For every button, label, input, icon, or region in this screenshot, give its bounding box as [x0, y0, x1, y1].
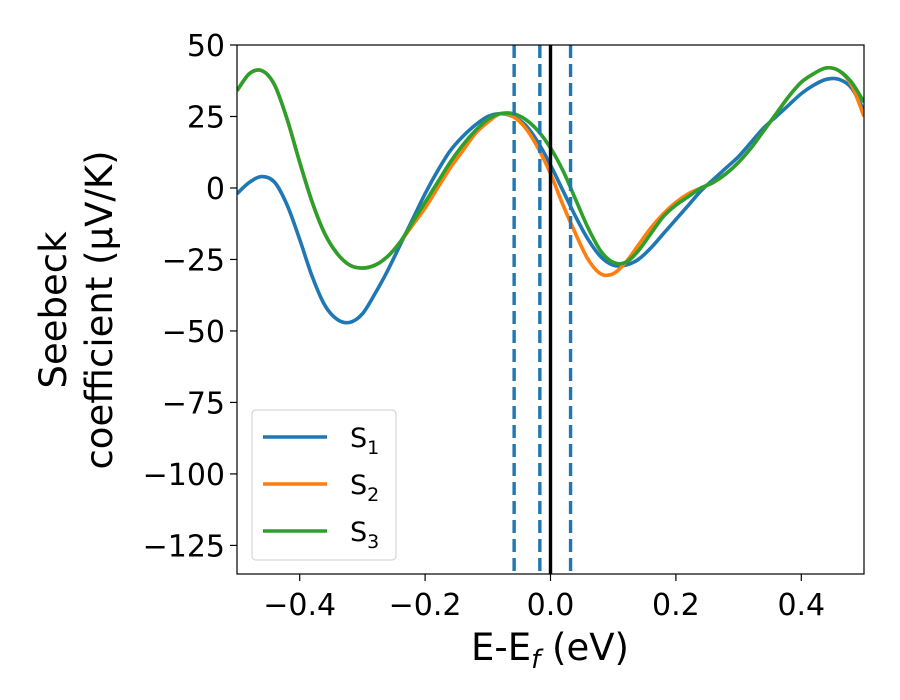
y-axis-ticks: 50 25 0 −25 −50 −75 −100 −125 — [143, 29, 237, 564]
y-tick-label: 25 — [187, 100, 225, 135]
legend-label-s2: S2 — [350, 470, 379, 506]
legend: S1 S2 S3 — [251, 409, 397, 561]
x-tick-label: 0.2 — [652, 588, 700, 623]
y-tick-label: −50 — [162, 315, 225, 350]
y-axis-label-line2: coefficient (μV/K) — [78, 150, 121, 469]
vline-layer — [512, 45, 573, 574]
y-tick-label: −100 — [143, 458, 225, 493]
y-tick-label: −75 — [162, 386, 225, 421]
x-axis-label: E-Ef (eV) — [471, 626, 629, 675]
y-tick-label: 50 — [187, 29, 225, 64]
x-axis-ticks: −0.4 −0.2 0.0 0.2 0.4 — [263, 574, 825, 623]
y-axis-label-line1: Seebeck — [32, 231, 75, 389]
y-tick-label: −25 — [162, 243, 225, 278]
legend-label-s3: S3 — [350, 517, 379, 553]
x-tick-label: −0.2 — [389, 588, 462, 623]
y-tick-label: −125 — [143, 529, 225, 564]
legend-label-s1: S1 — [350, 423, 379, 459]
x-tick-label: 0.4 — [777, 588, 825, 623]
y-axis-label: Seebeck coefficient (μV/K) — [32, 150, 121, 469]
x-tick-label: 0.0 — [527, 588, 575, 623]
x-tick-label: −0.4 — [263, 588, 336, 623]
y-tick-label: 0 — [206, 172, 225, 207]
